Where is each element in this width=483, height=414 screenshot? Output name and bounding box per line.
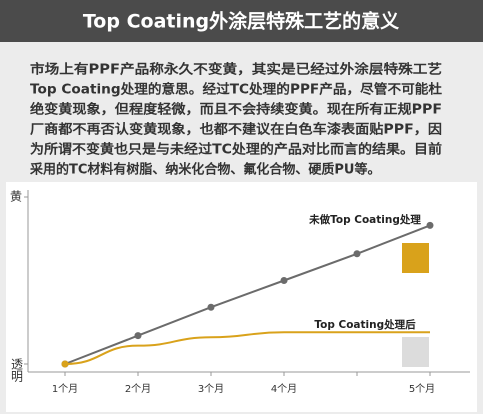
paragraph-line: 厂商都不再否认变黄现象，也都不建议在白色车漆表面贴PPF，因 [30, 122, 442, 138]
paragraph-line: 为所谓不变黄也只是与未经过TC处理的产品对比而言的结果。目前 [30, 142, 442, 158]
point [207, 303, 215, 311]
header-bar [0, 0, 483, 42]
series-line [64, 331, 430, 365]
x-tick-label: 4个月 [271, 383, 297, 395]
paragraph-line: 市场上有PPF产品称永久不变黄，其实是已经过外涂层特殊工艺 [30, 62, 442, 78]
x-tick-label: 3个月 [198, 383, 224, 395]
paragraph-line: Top Coating处理的意思。经过TC处理的PPF产品，尽管不可能杜 [30, 82, 442, 98]
paragraph-line: 采用的TC材料有树脂、纳米化合物、氟化合物、硬质PU等。 [29, 162, 381, 178]
paragraph-line: 绝变黄现象，但程度轻微，而且不会持续变黄。现在所有正规PPF [30, 102, 442, 118]
point [426, 221, 434, 229]
chart-title: Top Coating外涂层特殊工艺的意义 [83, 10, 399, 33]
point [353, 250, 361, 258]
yellow-swatch [402, 243, 429, 273]
series-line [64, 224, 431, 365]
y-tick-label: 黄 [10, 190, 22, 204]
point [134, 332, 142, 340]
point [280, 277, 288, 284]
series-label: Top Coating处理后 [314, 318, 416, 331]
y-tick-label: 透明 [10, 358, 24, 383]
clear-swatch [402, 337, 429, 367]
point [61, 360, 69, 368]
x-tick-label: 1个月 [52, 383, 78, 395]
series-label: 未做Top Coating处理 [308, 213, 421, 226]
x-tick-label: 5个月 [409, 383, 435, 395]
x-tick-label: 2个月 [125, 383, 151, 395]
